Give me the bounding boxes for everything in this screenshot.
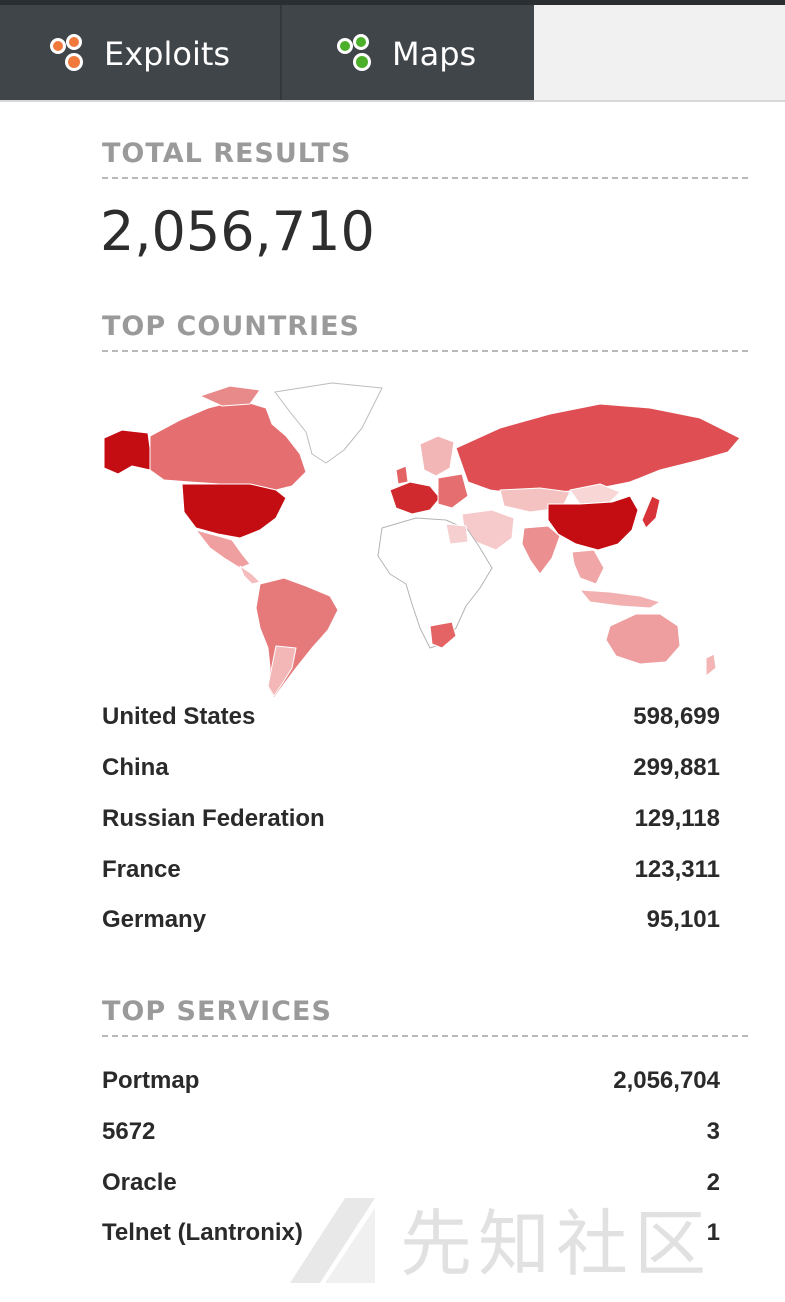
country-count: 299,881 (633, 754, 720, 781)
service-count: 3 (706, 1118, 720, 1145)
map-region-south-america (255, 577, 339, 699)
service-count: 2,056,704 (613, 1067, 720, 1094)
map-region-eastern-europe (437, 473, 469, 509)
country-name: United States (102, 703, 256, 730)
map-region-canada (149, 399, 307, 491)
service-name: Portmap (102, 1067, 200, 1094)
map-region-egypt (445, 523, 469, 545)
map-region-mexico (195, 529, 251, 569)
map-region-western-europe (389, 481, 441, 515)
map-region-japan (641, 495, 661, 529)
service-row[interactable]: Telnet (Lantronix) 1 (102, 1213, 720, 1253)
map-region-russian-federation (455, 403, 741, 495)
country-count: 598,699 (633, 703, 720, 730)
service-count: 1 (706, 1219, 720, 1246)
service-count: 2 (706, 1169, 720, 1196)
total-results-value: 2,056,710 (100, 200, 375, 263)
map-region-alaska (103, 429, 151, 475)
service-name: Oracle (102, 1169, 177, 1196)
orange-dots-icon (50, 33, 83, 71)
watermark-text: 先知社区 (400, 1202, 713, 1286)
map-region-argentina (267, 645, 297, 697)
map-region-greenland (274, 382, 383, 464)
map-region-new-zealand (705, 653, 717, 677)
country-row[interactable]: Germany 95,101 (102, 900, 720, 940)
map-region-scandinavia (419, 435, 455, 477)
map-region-south-africa (429, 621, 457, 649)
watermark-logo-icon (290, 1197, 375, 1283)
tab-maps-label: Maps (392, 34, 477, 73)
map-region-mongolia (569, 483, 621, 505)
country-row[interactable]: Russian Federation 129,118 (102, 799, 720, 839)
country-row[interactable]: United States 598,699 (102, 697, 720, 737)
map-region-china (547, 495, 639, 551)
service-name: Telnet (Lantronix) (102, 1219, 303, 1246)
green-dots-icon (337, 33, 371, 71)
map-region-uk (395, 465, 409, 485)
world-map[interactable] (100, 378, 750, 703)
service-row[interactable]: Oracle 2 (102, 1163, 720, 1203)
nav-divider (0, 100, 785, 102)
map-region-india (521, 525, 561, 575)
map-region-united-states (181, 483, 287, 539)
tab-exploits-label: Exploits (104, 34, 231, 73)
total-results-heading: TOTAL RESULTS (102, 138, 748, 179)
service-row[interactable]: Portmap 2,056,704 (102, 1061, 720, 1101)
country-count: 123,311 (634, 856, 720, 883)
country-name: Germany (102, 906, 207, 933)
map-region-indonesia (579, 589, 661, 609)
tab-exploits[interactable]: Exploits (0, 5, 282, 102)
service-name: 5672 (102, 1118, 156, 1145)
country-name: Russian Federation (102, 805, 325, 832)
country-count: 129,118 (634, 805, 720, 832)
country-count: 95,101 (646, 906, 720, 933)
top-border (0, 0, 785, 5)
service-row[interactable]: 5672 3 (102, 1112, 720, 1152)
country-name: China (102, 754, 169, 781)
map-region-australia (605, 613, 681, 665)
country-row[interactable]: France 123,311 (102, 850, 720, 890)
top-services-heading: TOP SERVICES (102, 996, 748, 1037)
country-row[interactable]: China 299,881 (102, 748, 720, 788)
map-region-southeast-asia (571, 549, 605, 585)
map-region-central-america (239, 565, 261, 585)
tab-maps[interactable]: Maps (282, 5, 534, 102)
top-navigation: Exploits Maps (0, 0, 785, 102)
top-countries-heading: TOP COUNTRIES (102, 311, 748, 352)
map-region-arctic-islands (199, 385, 261, 407)
watermark: 先知社区 (285, 1185, 765, 1290)
country-name: France (102, 856, 181, 883)
